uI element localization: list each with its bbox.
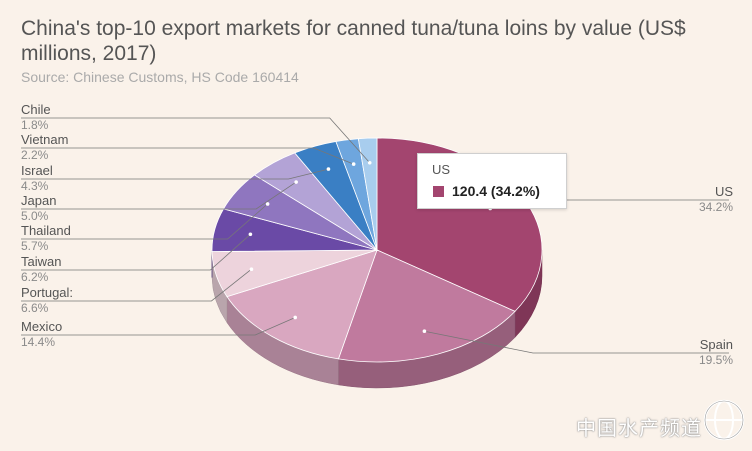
- label-spain: Spain: [700, 337, 733, 352]
- leader-dot-israel: [326, 167, 331, 171]
- label-pct-vietnam: 2.2%: [21, 148, 49, 162]
- label-pct-taiwan: 6.2%: [21, 270, 49, 284]
- tooltip: US 120.4 (34.2%): [417, 153, 567, 209]
- label-pct-thailand: 5.7%: [21, 239, 49, 253]
- label-portugal: Portugal:: [21, 285, 73, 300]
- leader-line-portugal: [21, 268, 252, 302]
- label-pct-mexico: 14.4%: [21, 335, 55, 349]
- label-taiwan: Taiwan: [21, 254, 61, 269]
- label-pct-portugal: 6.6%: [21, 301, 49, 315]
- leader-line-taiwan: [21, 233, 251, 271]
- pie-slice-mexico[interactable]: [226, 249, 378, 360]
- label-thailand: Thailand: [21, 223, 71, 238]
- label-israel: Israel: [21, 163, 53, 178]
- pie-slice-chile[interactable]: [357, 137, 378, 251]
- leader-dot-japan: [294, 180, 298, 184]
- label-chile: Chile: [21, 102, 51, 117]
- tooltip-swatch: [433, 186, 444, 197]
- label-pct-israel: 4.3%: [21, 179, 49, 193]
- leader-dot-thailand: [265, 202, 270, 206]
- pie-slice-spain[interactable]: [337, 249, 516, 363]
- label-pct-us: 34.2%: [699, 200, 733, 214]
- label-us: US: [715, 184, 733, 199]
- watermark-globe-icon: [703, 399, 745, 441]
- leader-dot-portugal: [249, 267, 254, 272]
- chart-title: China's top-10 export markets for canned…: [21, 17, 686, 65]
- chart-source: Source: Chinese Customs, HS Code 160414: [21, 69, 299, 85]
- watermark-text: 中国水产频道: [576, 416, 702, 440]
- tooltip-value: 120.4 (34.2%): [452, 183, 540, 199]
- leader-line-thailand: [21, 203, 268, 240]
- leader-line-vietnam: [21, 147, 354, 165]
- label-pct-spain: 19.5%: [699, 353, 733, 367]
- leader-line-spain: [424, 330, 729, 354]
- leader-dot-spain: [422, 329, 427, 334]
- leader-line-chile: [21, 117, 371, 164]
- leader-line-japan: [21, 181, 297, 210]
- label-pct-chile: 1.8%: [21, 118, 49, 132]
- label-pct-japan: 5.0%: [21, 209, 49, 223]
- leader-line-mexico: [21, 317, 296, 336]
- label-japan: Japan: [21, 193, 56, 208]
- leader-dot-taiwan: [248, 232, 253, 237]
- leader-dot-vietnam: [351, 162, 356, 166]
- tooltip-title: US: [432, 162, 451, 177]
- label-mexico: Mexico: [21, 319, 62, 334]
- leader-dot-mexico: [293, 315, 298, 320]
- leader-dot-chile: [367, 160, 372, 165]
- label-vietnam: Vietnam: [21, 132, 68, 147]
- leader-line-israel: [21, 168, 329, 180]
